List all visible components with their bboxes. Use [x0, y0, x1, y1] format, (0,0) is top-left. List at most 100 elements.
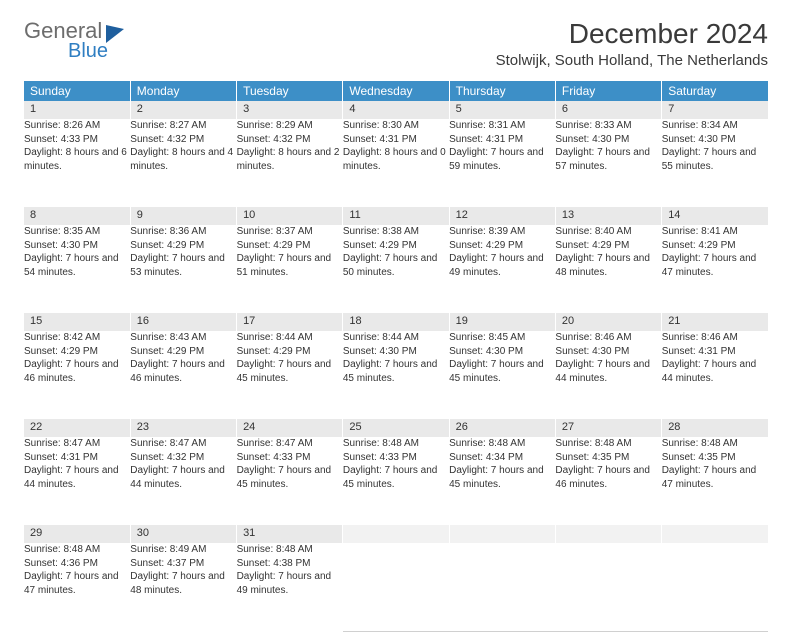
daylight-line: Daylight: 7 hours and 45 minutes.	[343, 464, 449, 491]
weekday-header: Sunday	[24, 81, 130, 101]
sunset-line: Sunset: 4:31 PM	[343, 133, 449, 147]
daylight-line: Daylight: 7 hours and 49 minutes.	[449, 252, 555, 279]
daylight-line: Daylight: 7 hours and 45 minutes.	[343, 358, 449, 385]
sunrise-line: Sunrise: 8:39 AM	[449, 225, 555, 239]
day-content-row: Sunrise: 8:35 AMSunset: 4:30 PMDaylight:…	[24, 225, 768, 313]
day-cell: Sunrise: 8:35 AMSunset: 4:30 PMDaylight:…	[24, 225, 130, 313]
sunset-line: Sunset: 4:30 PM	[555, 345, 661, 359]
day-cell	[449, 543, 555, 631]
sunset-line: Sunset: 4:31 PM	[662, 345, 768, 359]
daylight-line: Daylight: 7 hours and 47 minutes.	[24, 570, 130, 597]
sunset-line: Sunset: 4:29 PM	[237, 239, 343, 253]
sunset-line: Sunset: 4:31 PM	[449, 133, 555, 147]
day-number-cell	[555, 525, 661, 543]
day-number-cell: 14	[662, 207, 768, 225]
day-cell: Sunrise: 8:47 AMSunset: 4:31 PMDaylight:…	[24, 437, 130, 525]
daylight-line: Daylight: 7 hours and 50 minutes.	[343, 252, 449, 279]
day-cell: Sunrise: 8:48 AMSunset: 4:34 PMDaylight:…	[449, 437, 555, 525]
sunset-line: Sunset: 4:32 PM	[130, 451, 236, 465]
sunrise-line: Sunrise: 8:38 AM	[343, 225, 449, 239]
day-cell: Sunrise: 8:46 AMSunset: 4:31 PMDaylight:…	[662, 331, 768, 419]
day-number-cell	[343, 525, 449, 543]
sunrise-line: Sunrise: 8:29 AM	[237, 119, 343, 133]
sunrise-line: Sunrise: 8:33 AM	[555, 119, 661, 133]
day-number-cell: 29	[24, 525, 130, 543]
day-cell: Sunrise: 8:42 AMSunset: 4:29 PMDaylight:…	[24, 331, 130, 419]
sunrise-line: Sunrise: 8:35 AM	[24, 225, 130, 239]
day-number-cell: 31	[237, 525, 343, 543]
sunrise-line: Sunrise: 8:26 AM	[24, 119, 130, 133]
day-number-cell: 1	[24, 101, 130, 119]
daylight-line: Daylight: 7 hours and 45 minutes.	[237, 358, 343, 385]
day-number-cell: 12	[449, 207, 555, 225]
calendar-table: Sunday Monday Tuesday Wednesday Thursday…	[24, 81, 768, 632]
day-cell: Sunrise: 8:48 AMSunset: 4:33 PMDaylight:…	[343, 437, 449, 525]
day-number-cell: 2	[130, 101, 236, 119]
sunset-line: Sunset: 4:37 PM	[130, 557, 236, 571]
sunrise-line: Sunrise: 8:37 AM	[237, 225, 343, 239]
daylight-line: Daylight: 8 hours and 6 minutes.	[24, 146, 130, 173]
sunset-line: Sunset: 4:36 PM	[24, 557, 130, 571]
sunrise-line: Sunrise: 8:48 AM	[343, 437, 449, 451]
daylight-line: Daylight: 7 hours and 48 minutes.	[555, 252, 661, 279]
month-title: December 2024	[496, 18, 768, 50]
weekday-header-row: Sunday Monday Tuesday Wednesday Thursday…	[24, 81, 768, 101]
sunset-line: Sunset: 4:29 PM	[343, 239, 449, 253]
daylight-line: Daylight: 7 hours and 45 minutes.	[449, 464, 555, 491]
sunset-line: Sunset: 4:29 PM	[130, 345, 236, 359]
day-number-cell: 30	[130, 525, 236, 543]
day-cell: Sunrise: 8:47 AMSunset: 4:32 PMDaylight:…	[130, 437, 236, 525]
daylight-line: Daylight: 7 hours and 55 minutes.	[662, 146, 768, 173]
sunrise-line: Sunrise: 8:36 AM	[130, 225, 236, 239]
day-number-cell: 11	[343, 207, 449, 225]
daylight-line: Daylight: 7 hours and 44 minutes.	[555, 358, 661, 385]
day-content-row: Sunrise: 8:47 AMSunset: 4:31 PMDaylight:…	[24, 437, 768, 525]
daylight-line: Daylight: 7 hours and 45 minutes.	[237, 464, 343, 491]
sunset-line: Sunset: 4:33 PM	[343, 451, 449, 465]
daylight-line: Daylight: 7 hours and 46 minutes.	[555, 464, 661, 491]
day-number-cell: 7	[662, 101, 768, 119]
daylight-line: Daylight: 7 hours and 46 minutes.	[24, 358, 130, 385]
sunrise-line: Sunrise: 8:41 AM	[662, 225, 768, 239]
sunset-line: Sunset: 4:29 PM	[449, 239, 555, 253]
sunrise-line: Sunrise: 8:47 AM	[24, 437, 130, 451]
day-cell: Sunrise: 8:38 AMSunset: 4:29 PMDaylight:…	[343, 225, 449, 313]
day-number-cell	[662, 525, 768, 543]
daylight-line: Daylight: 7 hours and 51 minutes.	[237, 252, 343, 279]
sunset-line: Sunset: 4:30 PM	[449, 345, 555, 359]
day-cell: Sunrise: 8:48 AMSunset: 4:35 PMDaylight:…	[555, 437, 661, 525]
day-cell: Sunrise: 8:40 AMSunset: 4:29 PMDaylight:…	[555, 225, 661, 313]
sunrise-line: Sunrise: 8:48 AM	[555, 437, 661, 451]
daylight-line: Daylight: 8 hours and 4 minutes.	[130, 146, 236, 173]
day-number-cell: 28	[662, 419, 768, 437]
day-cell: Sunrise: 8:39 AMSunset: 4:29 PMDaylight:…	[449, 225, 555, 313]
weekday-header: Friday	[555, 81, 661, 101]
sunset-line: Sunset: 4:32 PM	[237, 133, 343, 147]
sunset-line: Sunset: 4:29 PM	[237, 345, 343, 359]
logo-mark-icon	[106, 23, 124, 43]
day-number-cell: 17	[237, 313, 343, 331]
sunset-line: Sunset: 4:29 PM	[130, 239, 236, 253]
day-number-cell: 4	[343, 101, 449, 119]
daylight-line: Daylight: 7 hours and 57 minutes.	[555, 146, 661, 173]
day-number-cell	[449, 525, 555, 543]
sunrise-line: Sunrise: 8:27 AM	[130, 119, 236, 133]
sunset-line: Sunset: 4:33 PM	[24, 133, 130, 147]
daylight-line: Daylight: 7 hours and 48 minutes.	[130, 570, 236, 597]
sunset-line: Sunset: 4:30 PM	[343, 345, 449, 359]
sunrise-line: Sunrise: 8:49 AM	[130, 543, 236, 557]
daylight-line: Daylight: 7 hours and 44 minutes.	[24, 464, 130, 491]
weekday-header: Monday	[130, 81, 236, 101]
sunrise-line: Sunrise: 8:43 AM	[130, 331, 236, 345]
day-number-cell: 3	[237, 101, 343, 119]
sunset-line: Sunset: 4:29 PM	[662, 239, 768, 253]
day-cell: Sunrise: 8:43 AMSunset: 4:29 PMDaylight:…	[130, 331, 236, 419]
daylight-line: Daylight: 7 hours and 49 minutes.	[237, 570, 343, 597]
day-number-cell: 19	[449, 313, 555, 331]
day-number-cell: 22	[24, 419, 130, 437]
sunrise-line: Sunrise: 8:44 AM	[343, 331, 449, 345]
day-cell: Sunrise: 8:27 AMSunset: 4:32 PMDaylight:…	[130, 119, 236, 207]
day-cell: Sunrise: 8:26 AMSunset: 4:33 PMDaylight:…	[24, 119, 130, 207]
day-cell	[662, 543, 768, 631]
daylight-line: Daylight: 7 hours and 46 minutes.	[130, 358, 236, 385]
